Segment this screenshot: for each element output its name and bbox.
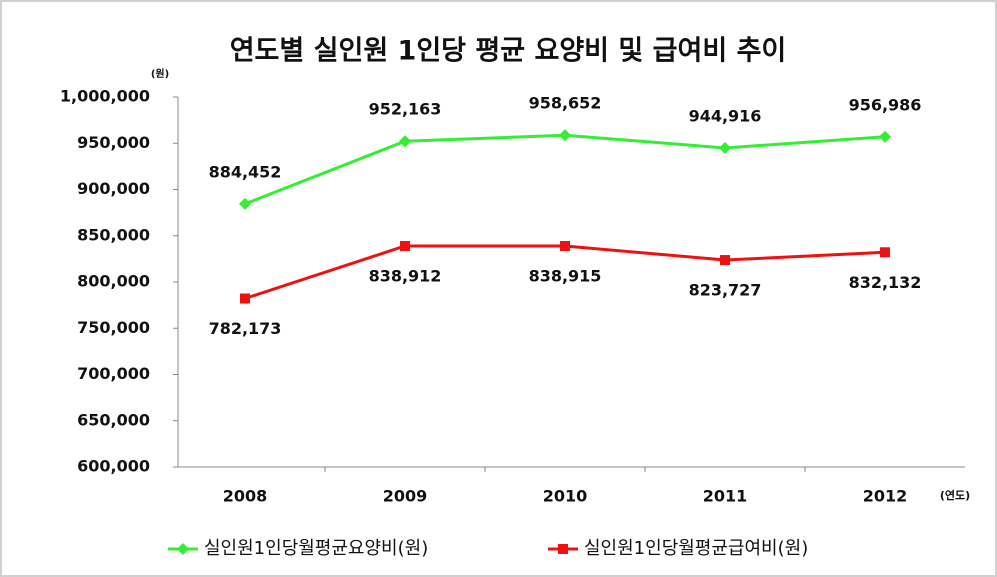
x-tick-label: 2010 [543,487,588,506]
y-tick-label: 800,000 [77,272,150,291]
data-label: 944,916 [689,106,762,125]
y-tick-label: 700,000 [77,364,150,383]
legend-marker [558,544,568,554]
data-point [560,241,570,252]
data-label: 838,912 [369,267,442,286]
y-tick-label: 750,000 [77,318,150,337]
legend-label: 실인원1인당월평균요양비(원) [204,538,428,559]
data-label: 952,163 [369,100,442,119]
y-tick-label: 950,000 [77,133,150,152]
y-tick-label: 600,000 [77,457,150,476]
y-tick-label: 650,000 [77,410,150,429]
data-label: 958,652 [529,94,602,113]
data-label: 832,132 [849,273,922,292]
x-tick-label: 2011 [703,487,748,506]
data-label: 782,173 [209,319,282,338]
data-point [559,129,571,142]
y-tick-label: 1,000,000 [60,87,150,106]
data-point [400,241,410,252]
legend-label: 실인원1인당월평균급여비(원) [584,538,808,559]
data-label: 838,915 [529,267,602,286]
x-tick-label: 2009 [383,487,428,506]
data-point [239,197,251,210]
data-label: 823,727 [689,281,762,300]
data-point [720,255,730,266]
x-axis-label: (연도) [940,488,970,502]
x-tick-label: 2012 [863,487,908,506]
x-tick-label: 2008 [223,487,268,506]
data-point [880,247,890,258]
y-tick-label: 900,000 [77,179,150,198]
data-point [719,141,731,154]
legend-marker [177,543,189,555]
data-point [879,130,891,143]
y-axis-label: (원) [151,67,169,80]
data-label: 884,452 [209,162,282,181]
y-tick-label: 850,000 [77,225,150,244]
data-point [399,135,411,148]
data-point [240,293,250,304]
chart-title: 연도별 실인원 1인당 평균 요양비 및 급여비 추이 [230,36,787,67]
data-label: 956,986 [849,95,922,114]
